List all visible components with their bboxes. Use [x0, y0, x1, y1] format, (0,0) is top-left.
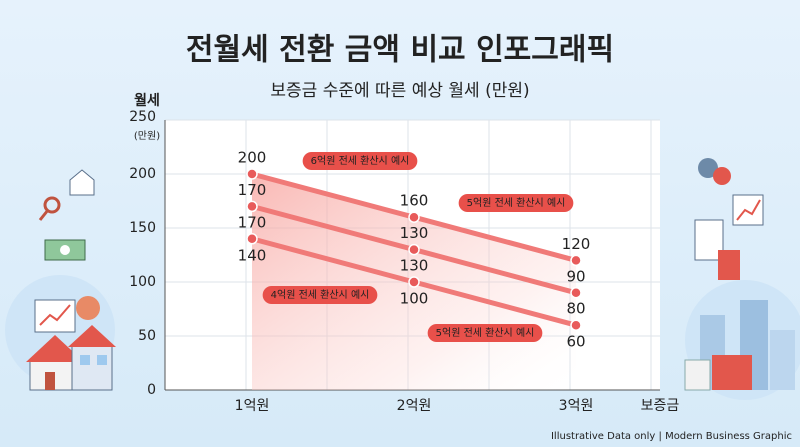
- footer: Illustrative Data only | Modern Business…: [551, 431, 792, 442]
- annotation-box: [458, 194, 574, 212]
- data-point: [246, 168, 258, 180]
- data-label: 80: [566, 300, 585, 318]
- y-tick-label: 200: [129, 166, 156, 182]
- annotation-box: [427, 324, 543, 342]
- data-label: 60: [566, 333, 585, 351]
- annotation-text: 5억원 전세 환산시 예시: [467, 197, 566, 209]
- data-point: [246, 233, 258, 245]
- data-label: 120: [562, 235, 591, 253]
- annotation-text: 4억원 전세 환산시 예시: [271, 289, 370, 301]
- data-label: 130: [400, 224, 429, 242]
- y-unit: (만원): [134, 130, 160, 142]
- annotation-text: 5억원 전세 환산시 예시: [436, 327, 535, 339]
- x-tick-label: 3억원: [559, 398, 594, 414]
- data-label: 100: [400, 290, 429, 308]
- y-axis-label: 월세: [134, 92, 160, 109]
- y-tick-label: 0: [147, 382, 156, 398]
- data-point: [246, 200, 258, 213]
- data-label: 160: [400, 192, 429, 210]
- data-point: [570, 254, 582, 267]
- chart-subtitle: 보증금 수준에 따른 예상 월세 (만원): [270, 81, 529, 101]
- y-tick-label: 50: [138, 328, 156, 344]
- x-axis-label: 보증금: [641, 398, 680, 414]
- annotation-box: [302, 152, 418, 170]
- data-point: [570, 287, 582, 299]
- annotation: 6억원 전세 환산시 예시: [302, 152, 418, 170]
- chart-title: 전월세 전환 금액 비교 인포그래픽: [186, 33, 614, 68]
- annotation: 4억원 전세 환산시 예시: [262, 286, 378, 304]
- y-tick-label: 250: [129, 109, 156, 125]
- data-label: 170: [238, 181, 267, 199]
- x-tick-label: 1억원: [235, 398, 270, 414]
- data-label: 140: [238, 246, 267, 264]
- data-label: 200: [238, 149, 267, 167]
- data-point: [408, 243, 420, 256]
- annotation: 5억원 전세 환산시 예시: [427, 324, 543, 342]
- annotation-box: [262, 286, 378, 304]
- decor-left: [5, 169, 116, 391]
- data-label: 170: [238, 213, 267, 231]
- data-point: [408, 211, 420, 223]
- data-label: 130: [400, 257, 429, 275]
- data-label: 90: [566, 267, 585, 285]
- decor-right: [684, 158, 800, 400]
- annotation: 5억원 전세 환산시 예시: [458, 194, 574, 212]
- data-point: [408, 276, 420, 288]
- annotation-text: 6억원 전세 환산시 예시: [311, 155, 410, 167]
- y-tick-label: 100: [129, 274, 156, 290]
- y-tick-label: 150: [129, 220, 156, 236]
- data-point: [570, 319, 582, 331]
- x-tick-label: 2억원: [397, 398, 432, 414]
